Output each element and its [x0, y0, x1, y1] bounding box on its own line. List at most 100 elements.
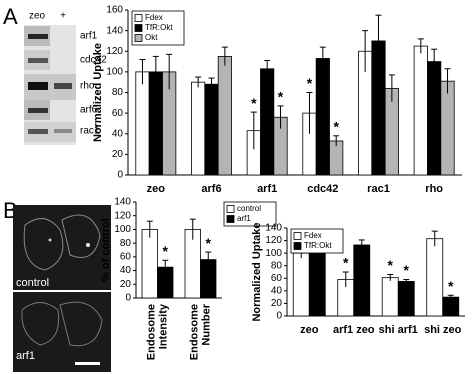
bar [353, 244, 371, 317]
error-bar [333, 135, 340, 147]
x-tick-label: arf1 [257, 183, 277, 195]
x-tick-label: shi zeo [424, 324, 462, 336]
bar [381, 277, 399, 317]
y-tick-label: 120 [265, 235, 282, 246]
y-tick-label: 140 [114, 197, 131, 208]
significance-marker: * [404, 262, 410, 278]
legend-swatch [134, 34, 143, 42]
y-tick-label: 160 [106, 5, 123, 16]
y-tick-label: 120 [106, 46, 123, 57]
micrograph-label: arf1 [16, 350, 35, 362]
y-tick-label: 40 [271, 285, 283, 296]
western-blot [24, 25, 76, 145]
y-tick-label: 60 [271, 273, 283, 284]
legend-label: Fdex [145, 13, 163, 22]
y-tick-label: 0 [117, 170, 123, 181]
bar [413, 45, 428, 176]
legend-swatch [226, 205, 235, 213]
y-tick-label: 80 [112, 87, 124, 98]
error-bar [362, 30, 369, 72]
y-axis-label: Normalized Uptake [92, 43, 104, 142]
significance-marker: * [206, 235, 212, 251]
x-tick-label: Endosome Intensity [145, 303, 169, 360]
error-bar [417, 38, 424, 54]
bar [442, 296, 460, 317]
significance-marker: * [448, 278, 454, 294]
significance-marker: * [388, 257, 394, 273]
x-tick-label: shi arf1 [379, 324, 418, 336]
error-bar [342, 271, 349, 288]
x-tick-label-line: Endosome [188, 304, 200, 360]
legend-swatch [293, 242, 302, 250]
blot-row-label: arf1 [80, 31, 98, 42]
y-tick-label: 140 [265, 223, 282, 234]
significance-marker: * [307, 75, 313, 91]
y-tick-label: 100 [106, 67, 123, 78]
error-bar [387, 274, 394, 281]
x-tick-label: rac1 [367, 183, 390, 195]
legend-label: TfR:Okt [304, 241, 332, 250]
bar [217, 56, 232, 176]
x-tick-label: arf1 zeo [333, 324, 375, 336]
y-tick-label: 40 [120, 265, 132, 276]
x-tick-label-line: Intensity [157, 303, 169, 352]
legend-label: arf1 [237, 214, 251, 223]
x-tick-label: Endosome Number [188, 303, 212, 360]
y-tick-label: 80 [271, 260, 283, 271]
y-axis-label: % of control [100, 218, 112, 282]
y-tick-label: 0 [125, 293, 131, 304]
error-bar [403, 279, 410, 284]
y-tick-label: 140 [106, 25, 123, 36]
blot-row-label: arf6 [80, 105, 98, 116]
error-bar [306, 92, 313, 134]
legend-label: Okt [145, 33, 158, 42]
x-tick-label: rho [425, 183, 443, 195]
error-bar [189, 218, 196, 240]
x-tick-label-line: Number [200, 303, 212, 348]
x-tick-label: arf6 [201, 183, 221, 195]
x-tick-label: cdc42 [307, 183, 338, 195]
bar [315, 58, 330, 176]
significance-marker: * [163, 243, 169, 259]
y-tick-label: 120 [114, 210, 131, 221]
significance-marker: * [333, 119, 339, 135]
x-tick-label: zeo [147, 183, 166, 195]
error-bar [447, 294, 454, 300]
y-tick-label: 100 [114, 224, 131, 235]
bar [292, 252, 310, 317]
y-tick-label: 60 [112, 108, 124, 119]
legend-label: TfR:Okt [145, 23, 173, 32]
error-bar [358, 239, 365, 250]
significance-marker: * [278, 89, 284, 105]
error-bar [277, 105, 284, 129]
y-tick-label: 100 [265, 248, 282, 259]
legend-swatch [134, 24, 143, 32]
bar [204, 83, 219, 176]
error-bar [146, 220, 153, 238]
bar [135, 71, 150, 176]
error-bar [195, 76, 202, 88]
y-tick-label: 20 [271, 298, 283, 309]
error-bar [162, 259, 169, 274]
legend-label: Fdex [304, 231, 322, 240]
error-bar [444, 68, 451, 94]
bar [191, 81, 206, 176]
significance-marker: * [343, 255, 349, 271]
error-bar [166, 53, 173, 90]
error-bar [250, 111, 257, 150]
error-bar [431, 230, 438, 247]
y-axis-label: Normalized Uptake [251, 222, 263, 321]
y-tick-label: 60 [120, 251, 132, 262]
error-bar [388, 74, 395, 102]
blot-header: zeo [29, 11, 46, 22]
bar [141, 229, 158, 299]
bar [397, 281, 415, 317]
error-bar [205, 251, 212, 268]
y-tick-label: 40 [112, 128, 124, 139]
y-tick-label: 20 [112, 149, 124, 160]
blot-row-label: rho [80, 81, 95, 92]
legend-swatch [134, 14, 143, 22]
bar [184, 229, 201, 299]
x-tick-label-line: Endosome [145, 304, 157, 360]
